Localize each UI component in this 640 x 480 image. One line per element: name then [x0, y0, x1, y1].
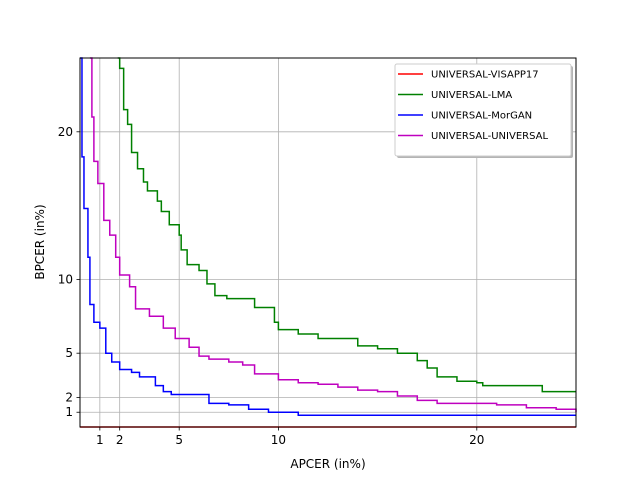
x-tick-label: 20 [469, 433, 484, 447]
plot-frame [79, 57, 577, 428]
y-tick-label: 1 [65, 405, 73, 419]
legend-label-1: UNIVERSAL-VISAPP17 [431, 70, 539, 81]
y-tick-label: 20 [58, 125, 73, 139]
x-tick-label: 10 [271, 433, 286, 447]
y-axis-label: BPCER (in%) [33, 204, 47, 279]
legend-label-4: UNIVERSAL-UNIVERSAL [431, 131, 548, 142]
x-tick-label: 5 [175, 433, 183, 447]
series-line-2 [117, 57, 576, 393]
x-axis-label: APCER (in%) [290, 457, 365, 471]
legend-label-2: UNIVERSAL-LMA [431, 90, 512, 101]
x-tick-label: 2 [116, 433, 124, 447]
legend-box [394, 63, 572, 157]
y-tick-label: 5 [65, 346, 73, 360]
y-tick-label: 2 [65, 390, 73, 404]
legend: UNIVERSAL-VISAPP17 UNIVERSAL-LMA UNIVERSAL… [394, 63, 573, 158]
series-line-3 [80, 57, 576, 416]
series-line-4 [89, 57, 577, 413]
y-tick-label: 10 [58, 272, 73, 286]
legend-label-3: UNIVERSAL-MorGAN [431, 111, 532, 122]
x-tick-label: 1 [96, 433, 104, 447]
